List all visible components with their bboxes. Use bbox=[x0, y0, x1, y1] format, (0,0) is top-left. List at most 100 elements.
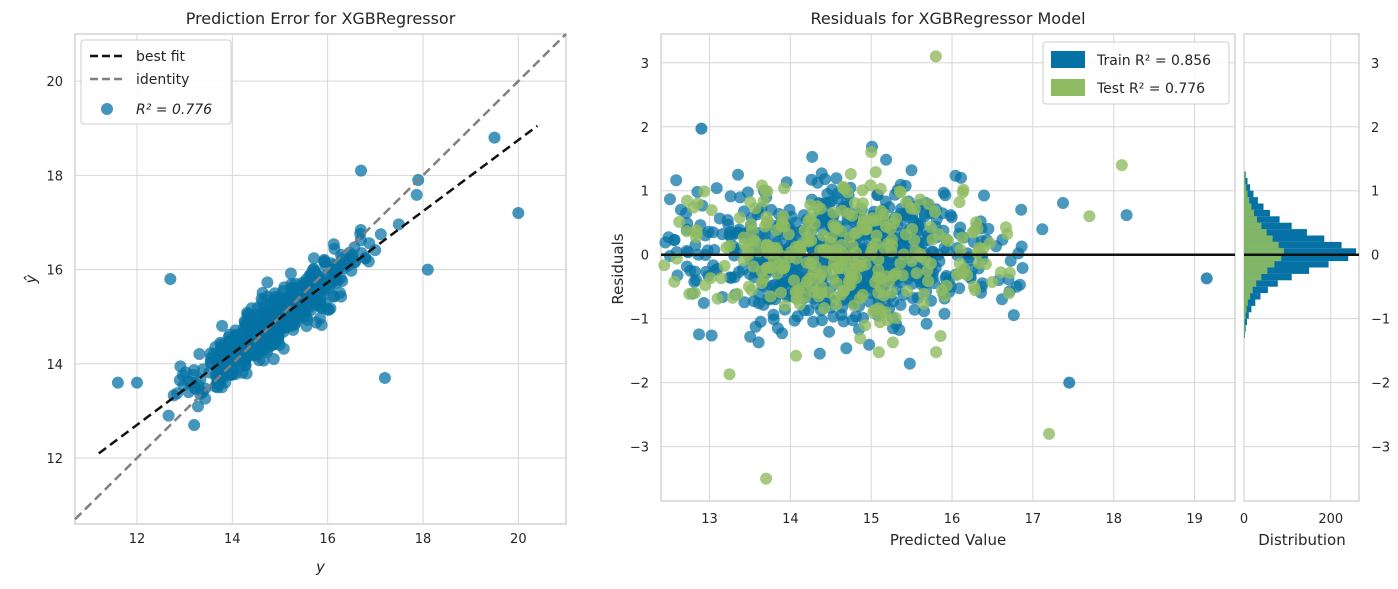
test-histogram-bar bbox=[1244, 299, 1248, 306]
x-tick-label: 0 bbox=[1240, 512, 1248, 527]
test-point bbox=[935, 284, 948, 297]
test-histogram-bar bbox=[1244, 184, 1247, 191]
y-tick-label: 3 bbox=[1371, 57, 1379, 72]
test-point bbox=[1043, 427, 1056, 440]
test-point bbox=[680, 225, 693, 238]
train-point bbox=[716, 228, 729, 241]
train-point bbox=[1063, 376, 1076, 389]
distribution-grid bbox=[1243, 34, 1359, 501]
y-tick-label: 18 bbox=[46, 169, 63, 184]
x-tick-label: 20 bbox=[510, 532, 527, 547]
data-point bbox=[265, 303, 278, 316]
train-histogram-bar bbox=[1244, 203, 1264, 210]
data-point bbox=[111, 376, 124, 389]
y-tick-label: 0 bbox=[1371, 249, 1379, 264]
residuals-ticks: 13 14 15 16 17 18 19 3 2 1 0 −1 −2 −3 bbox=[630, 57, 1203, 527]
residuals-legend: Train R² = 0.856 Test R² = 0.776 bbox=[1042, 41, 1230, 105]
data-point bbox=[374, 228, 387, 241]
test-point bbox=[778, 299, 791, 312]
test-histogram-bar bbox=[1244, 286, 1253, 294]
test-point bbox=[826, 272, 839, 285]
x-tick-label: 19 bbox=[1186, 512, 1203, 527]
test-point bbox=[881, 314, 894, 327]
train-point bbox=[939, 189, 952, 202]
test-point bbox=[774, 286, 787, 299]
test-point bbox=[683, 287, 696, 300]
data-point bbox=[193, 348, 206, 360]
test-point bbox=[924, 257, 937, 270]
test-point bbox=[910, 267, 923, 280]
train-point bbox=[670, 174, 683, 187]
test-point bbox=[908, 234, 921, 247]
test-point bbox=[788, 274, 800, 287]
train-point bbox=[1004, 254, 1017, 267]
train-histogram-bar bbox=[1244, 229, 1307, 236]
train-point bbox=[830, 172, 843, 185]
y-tick-label: −2 bbox=[630, 377, 649, 392]
test-point bbox=[856, 288, 869, 301]
test-point bbox=[830, 298, 843, 311]
x-tick-label: 12 bbox=[129, 532, 146, 547]
train-point bbox=[863, 338, 876, 351]
best-fit-line bbox=[98, 124, 539, 455]
test-histogram-bar bbox=[1244, 318, 1245, 326]
train-histogram-bar bbox=[1244, 222, 1292, 230]
test-point bbox=[917, 297, 930, 310]
test-histogram-bar bbox=[1244, 209, 1254, 217]
data-point bbox=[162, 409, 175, 422]
residuals-chart: 13 14 15 16 17 18 19 3 2 1 0 −1 −2 −3 Residuals for X… bbox=[609, 9, 1236, 549]
data-point bbox=[256, 286, 269, 299]
train-point bbox=[940, 269, 953, 282]
test-histogram-bar bbox=[1244, 177, 1246, 185]
train-point bbox=[682, 246, 695, 259]
data-point bbox=[130, 376, 143, 389]
test-point bbox=[757, 195, 770, 208]
residuals-title: Residuals for XGBRegressor Model bbox=[810, 9, 1085, 28]
train-point bbox=[978, 189, 990, 202]
y-tick-label: 2 bbox=[641, 121, 649, 136]
train-point bbox=[724, 190, 737, 203]
y-tick-label: 3 bbox=[641, 57, 649, 72]
test-point bbox=[745, 224, 758, 237]
train-point bbox=[1200, 272, 1213, 285]
train-histogram-bar bbox=[1244, 216, 1280, 223]
data-point bbox=[392, 218, 405, 231]
x-tick-label: 15 bbox=[863, 512, 880, 527]
test-point bbox=[801, 231, 814, 244]
train-point bbox=[1013, 278, 1026, 291]
test-histogram-bar bbox=[1244, 267, 1268, 274]
test-point bbox=[1002, 287, 1015, 300]
train-point bbox=[831, 192, 844, 205]
test-point bbox=[723, 368, 736, 381]
data-point bbox=[410, 188, 423, 201]
test-histogram-bar bbox=[1244, 312, 1246, 319]
y-tick-label: 20 bbox=[46, 75, 63, 90]
test-point bbox=[827, 206, 840, 219]
prediction-error-ylabel: ŷ bbox=[22, 273, 40, 284]
test-point bbox=[718, 259, 731, 272]
train-histogram-bar bbox=[1244, 190, 1254, 198]
x-tick-label: 18 bbox=[1105, 512, 1122, 527]
test-point bbox=[915, 250, 928, 263]
distribution-xlabel: Distribution bbox=[1258, 531, 1346, 549]
test-point bbox=[761, 185, 774, 198]
legend-test-label: Test R² = 0.776 bbox=[1096, 81, 1205, 97]
test-point bbox=[720, 241, 733, 254]
train-histogram-bar bbox=[1244, 305, 1252, 313]
test-histogram-bar bbox=[1244, 241, 1279, 249]
test-point bbox=[731, 287, 744, 300]
train-point bbox=[823, 325, 836, 338]
y-tick-label: −2 bbox=[1371, 377, 1390, 392]
train-point bbox=[840, 342, 853, 355]
train-point bbox=[664, 193, 676, 206]
train-histogram-bar bbox=[1244, 209, 1270, 217]
data-point bbox=[355, 164, 368, 177]
test-point bbox=[757, 272, 770, 285]
train-point bbox=[918, 210, 931, 223]
train-point bbox=[938, 307, 951, 320]
legend-best-fit-label: best fit bbox=[136, 49, 186, 65]
distribution-bars bbox=[1244, 171, 1359, 338]
train-histogram-bar bbox=[1244, 184, 1251, 191]
test-point bbox=[1001, 228, 1014, 240]
